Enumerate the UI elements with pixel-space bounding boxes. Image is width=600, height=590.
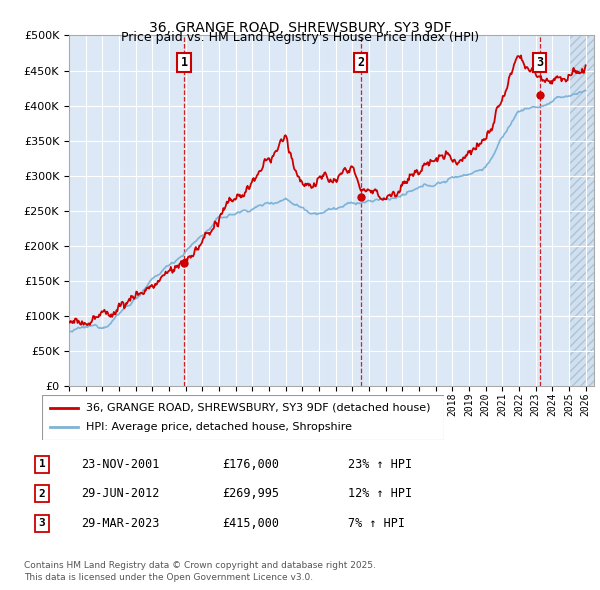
Text: 23-NOV-2001: 23-NOV-2001 [81,458,160,471]
FancyBboxPatch shape [42,395,444,440]
Text: 1: 1 [38,460,46,469]
Text: Contains HM Land Registry data © Crown copyright and database right 2025.: Contains HM Land Registry data © Crown c… [24,560,376,570]
Text: 3: 3 [38,519,46,528]
Text: 2: 2 [38,489,46,499]
Text: 29-MAR-2023: 29-MAR-2023 [81,517,160,530]
Text: 1: 1 [181,55,188,68]
Text: £269,995: £269,995 [222,487,279,500]
Text: Price paid vs. HM Land Registry's House Price Index (HPI): Price paid vs. HM Land Registry's House … [121,31,479,44]
Text: 2: 2 [357,55,364,68]
Text: 29-JUN-2012: 29-JUN-2012 [81,487,160,500]
Text: 7% ↑ HPI: 7% ↑ HPI [348,517,405,530]
Text: £415,000: £415,000 [222,517,279,530]
Text: 36, GRANGE ROAD, SHREWSBURY, SY3 9DF: 36, GRANGE ROAD, SHREWSBURY, SY3 9DF [149,21,451,35]
Text: This data is licensed under the Open Government Licence v3.0.: This data is licensed under the Open Gov… [24,572,313,582]
Text: £176,000: £176,000 [222,458,279,471]
Text: 12% ↑ HPI: 12% ↑ HPI [348,487,412,500]
Text: 23% ↑ HPI: 23% ↑ HPI [348,458,412,471]
Text: 3: 3 [536,55,544,68]
Bar [569,35,594,386]
Bar [569,35,594,386]
Text: HPI: Average price, detached house, Shropshire: HPI: Average price, detached house, Shro… [86,422,352,432]
Text: 36, GRANGE ROAD, SHREWSBURY, SY3 9DF (detached house): 36, GRANGE ROAD, SHREWSBURY, SY3 9DF (de… [86,403,431,412]
